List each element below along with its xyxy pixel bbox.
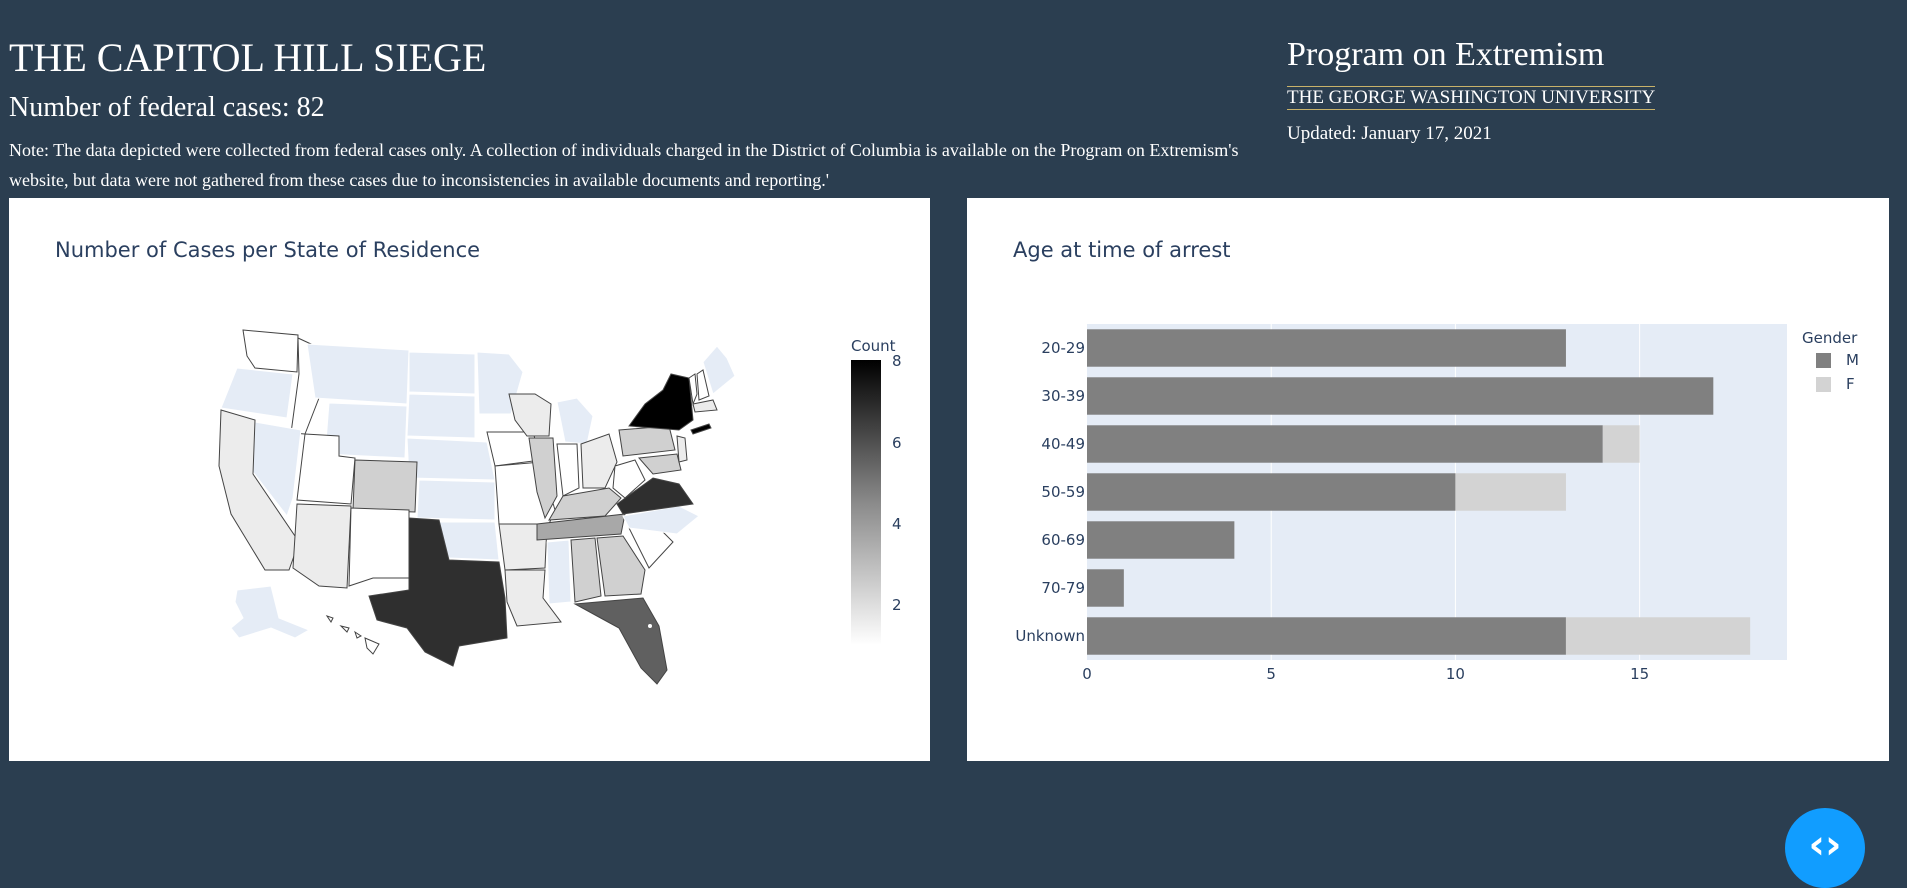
bar-panel: Age at time of arrest 0 5 10 15 20-29 30-39 40… (967, 198, 1889, 761)
page-title: THE CAPITOL HILL SIEGE (9, 35, 487, 80)
bar-m-unknown[interactable] (1087, 617, 1566, 655)
state-new-jersey (676, 435, 688, 463)
colorbar-tick-6: 6 (892, 434, 902, 452)
state-georgia (596, 535, 646, 597)
state-nebraska (406, 437, 496, 481)
bar-title: Age at time of arrest (1013, 238, 1231, 262)
colorbar-tick-4: 4 (892, 515, 902, 533)
state-new-hampshire (696, 369, 710, 401)
code-icon: ‹› (1808, 822, 1842, 868)
bar-m-50-59[interactable] (1087, 473, 1456, 511)
legend-swatch-f[interactable] (1816, 377, 1831, 392)
bar-f-50-59[interactable] (1455, 473, 1566, 511)
colorbar-tick-8: 8 (892, 352, 902, 370)
state-maryland (637, 453, 682, 475)
updated-date: Updated: January 17, 2021 (1287, 123, 1492, 144)
state-kansas (416, 479, 496, 521)
bar-m-70-79[interactable] (1087, 569, 1124, 607)
header-right: Program on Extremism THE GEORGE WASHINGT… (1287, 34, 1656, 146)
state-new-mexico (348, 507, 410, 587)
bar-m-40-49[interactable] (1087, 425, 1603, 463)
state-virginia (616, 477, 694, 515)
legend-swatch-m[interactable] (1816, 353, 1831, 368)
state-oregon (220, 367, 294, 419)
state-north-dakota (408, 351, 476, 395)
state-west-virginia (612, 459, 646, 499)
x-tick-label: 5 (1266, 665, 1276, 683)
map-panel: Number of Cases per State of Residence (9, 198, 930, 761)
state-hawaii (325, 615, 380, 655)
state-alabama (570, 537, 602, 603)
us-map-chart[interactable]: Count 8 6 4 2 (9, 198, 930, 761)
y-tick-label: 20-29 (1041, 339, 1085, 357)
state-colorado (352, 459, 418, 513)
legend-label-f[interactable]: F (1846, 375, 1855, 393)
state-alaska (230, 585, 311, 639)
colorbar-title: Count (851, 337, 896, 355)
y-tick-label: 70-79 (1041, 579, 1085, 597)
state-maine (702, 345, 736, 395)
legend-title: Gender (1802, 329, 1858, 347)
x-tick-label: 10 (1446, 665, 1465, 683)
bar-m-30-39[interactable] (1087, 377, 1714, 415)
state-indiana (556, 443, 580, 497)
y-tick-label: 30-39 (1041, 387, 1085, 405)
state-washington (242, 329, 299, 373)
state-pennsylvania (618, 425, 676, 457)
state-long-island (690, 423, 712, 435)
age-bar-chart[interactable]: 0 5 10 15 20-29 30-39 40-49 50-59 60-69 70-79 Unkn… (967, 198, 1889, 761)
state-michigan (556, 397, 594, 445)
colorbar (851, 360, 881, 645)
header-left: THE CAPITOL HILL SIEGE Number of federal… (9, 32, 1259, 195)
bar-m-20-29[interactable] (1087, 329, 1566, 367)
state-mississippi (546, 539, 572, 605)
state-louisiana (504, 569, 562, 627)
x-tick-label: 15 (1630, 665, 1649, 683)
colorbar-tick-2: 2 (892, 596, 902, 614)
program-title: Program on Extremism (1287, 36, 1605, 73)
state-south-dakota (406, 393, 476, 439)
state-montana (306, 343, 410, 405)
x-tick-label: 0 (1082, 665, 1092, 683)
bar-f-unknown[interactable] (1565, 617, 1751, 655)
state-california (218, 409, 300, 571)
y-tick-label: 40-49 (1041, 435, 1085, 453)
state-massachusetts (692, 399, 718, 413)
case-count: Number of federal cases: 82 (9, 92, 325, 123)
bar-plot-area: 0 5 10 15 20-29 30-39 40-49 50-59 60-69 70-79 Unkn… (1015, 324, 1787, 683)
state-florida (573, 597, 668, 685)
state-vermont (688, 373, 698, 406)
legend-label-m[interactable]: M (1846, 351, 1859, 369)
data-note: Note: The data depicted were collected f… (9, 140, 1239, 190)
y-tick-label: 60-69 (1041, 531, 1085, 549)
state-wisconsin (508, 393, 552, 437)
map-title: Number of Cases per State of Residence (55, 238, 481, 262)
state-arizona (292, 503, 352, 589)
y-tick-label: 50-59 (1041, 483, 1085, 501)
state-new-york (628, 373, 694, 431)
state-ohio (580, 433, 618, 489)
state-illinois (528, 437, 558, 520)
state-texas (368, 517, 508, 667)
y-tick-label: Unknown (1015, 627, 1085, 645)
state-tennessee (536, 513, 626, 541)
bar-m-60-69[interactable] (1087, 521, 1235, 559)
gwu-link[interactable]: THE GEORGE WASHINGTON UNIVERSITY (1287, 86, 1656, 110)
bar-f-40-49[interactable] (1602, 425, 1640, 463)
state-utah (296, 433, 356, 505)
dev-tools-toggle-button[interactable]: ‹› (1785, 808, 1865, 888)
state-arkansas (498, 523, 548, 571)
state-kentucky (548, 487, 622, 521)
